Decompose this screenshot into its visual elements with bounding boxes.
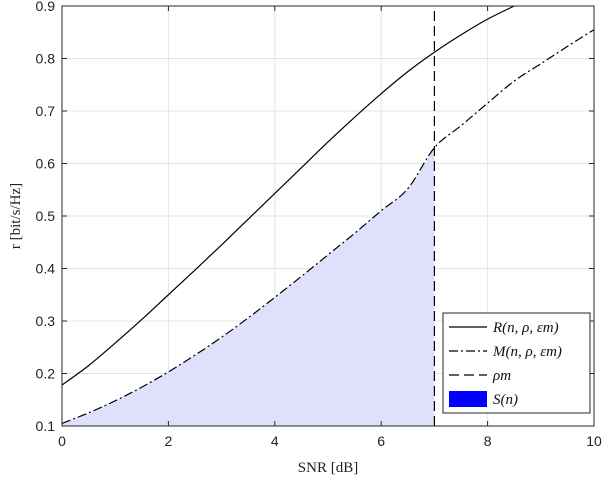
x-axis-label: SNR [dB] <box>298 460 358 476</box>
legend: R(n, ρ, εm) M(n, ρ, εm) ρm S(n) <box>442 312 591 414</box>
y-tick-label: 0.1 <box>36 418 56 434</box>
legend-label: R(n, ρ, εm) <box>492 320 559 336</box>
x-tick-label: 10 <box>586 433 602 449</box>
x-tick-label: 6 <box>377 433 385 449</box>
y-tick-label: 0.6 <box>36 156 56 172</box>
legend-label: S(n) <box>493 392 518 408</box>
x-tick-label: 4 <box>271 433 279 449</box>
series-fill-S <box>62 147 435 426</box>
y-tick-label: 0.7 <box>36 103 56 119</box>
x-tick-label: 2 <box>165 433 173 449</box>
legend-label: ρm <box>492 368 511 384</box>
legend-label: M(n, ρ, εm) <box>492 344 562 360</box>
y-tick-label: 0.5 <box>36 208 56 224</box>
legend-swatch-fill <box>449 391 487 407</box>
x-tick-label: 0 <box>58 433 66 449</box>
y-tick-label: 0.3 <box>36 313 56 329</box>
series-line-dashdot <box>61 29 595 424</box>
y-tick-label: 0.9 <box>36 0 56 14</box>
x-tick-label: 8 <box>484 433 492 449</box>
series-line-solid <box>61 5 515 386</box>
y-tick-label: 0.2 <box>36 366 56 382</box>
y-tick-label: 0.8 <box>36 51 56 67</box>
y-tick-label: 0.4 <box>36 261 56 277</box>
series-layer <box>61 5 595 426</box>
y-axis-label: r [bit/s/Hz] <box>8 183 24 249</box>
ticks: 0 2 4 6 8 10 0.1 0.2 0.3 0.4 0.5 0.6 0.7 0.8 0.9 <box>36 0 602 449</box>
